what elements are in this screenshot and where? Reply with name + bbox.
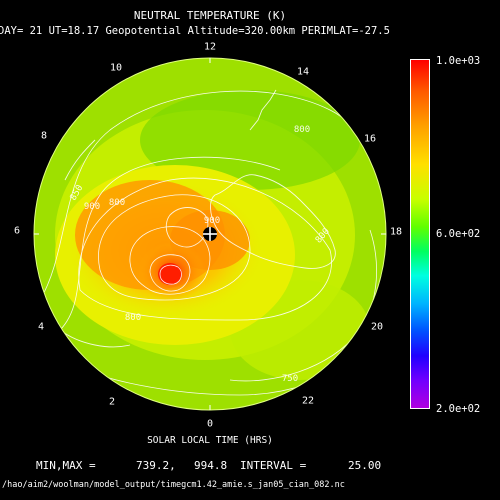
plot-subtitle: DAY= 21 UT=18.17 Geopotential Altitude=3… [0,25,390,37]
interval-value: 25.00 [348,459,382,472]
local-time-label-22: 22 [301,395,315,407]
contour-label: 800 [108,198,126,208]
local-time-label-12: 12 [203,41,217,53]
local-time-label-8: 8 [40,130,48,142]
contour-label: 800 [124,313,142,323]
colorbar-max-label: 1.0e+03 [436,55,481,67]
min-value: 739.2, [136,459,176,472]
local-time-label-18: 18 [389,226,403,238]
contour-label: 750 [281,374,299,384]
local-time-label-2: 2 [108,396,116,408]
contour-label: 900 [203,216,221,226]
max-value: 994.8 [194,459,228,472]
colorbar-min-label: 2.0e+02 [436,403,481,415]
local-time-label-10: 10 [109,62,123,74]
coastline-outlines [59,89,336,348]
minmax-label: MIN,MAX = [36,459,96,472]
local-time-label-6: 6 [13,225,21,237]
plot-title: NEUTRAL TEMPERATURE (K) [133,9,287,22]
local-time-label-20: 20 [370,321,384,333]
colorbar [410,59,430,409]
local-time-ticks [34,58,386,410]
contour-label: 800 [293,125,311,135]
colorbar-mid-label: 6.0e+02 [436,228,481,240]
x-axis-label: SOLAR LOCAL TIME (HRS) [147,435,273,446]
interval-label: INTERVAL = [240,459,307,472]
local-time-label-14: 14 [296,66,310,78]
local-time-label-4: 4 [37,321,45,333]
contour-label: 900 [83,202,101,212]
pole-marker-icon [203,227,217,241]
local-time-label-0: 0 [206,418,214,430]
file-path: /hao/aim2/woolman/model_output/timegcm1.… [2,480,345,490]
local-time-label-16: 16 [363,133,377,145]
